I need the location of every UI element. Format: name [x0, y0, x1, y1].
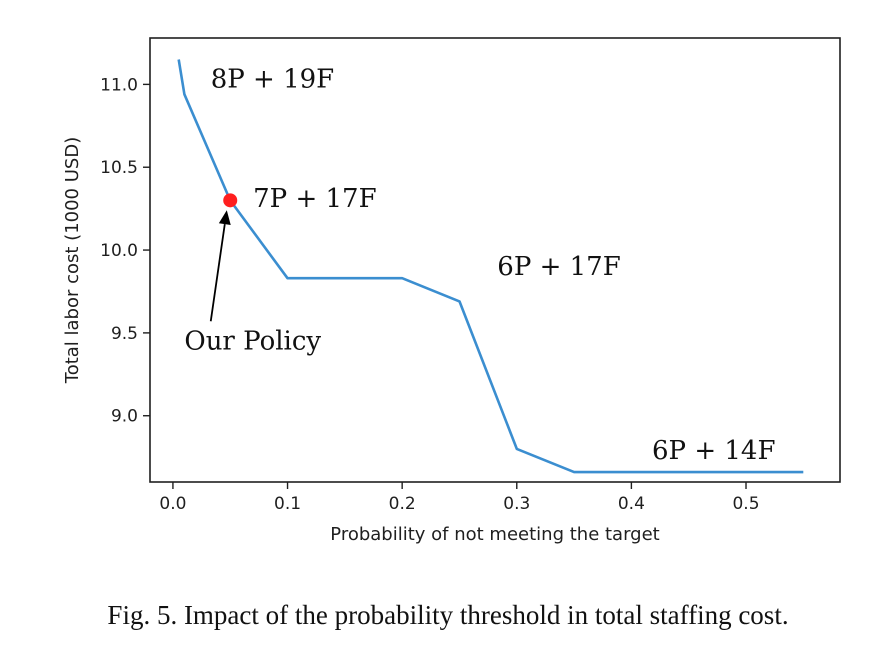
- x-tick-label: 0.1: [274, 494, 301, 514]
- annotation-label: 6P + 14F: [652, 436, 775, 466]
- x-axis-label: Probability of not meeting the target: [330, 524, 659, 545]
- annotation-label: Our Policy: [184, 326, 321, 356]
- y-tick-label: 9.0: [111, 407, 138, 427]
- figure-caption: Fig. 5. Impact of the probability thresh…: [107, 600, 789, 630]
- y-tick-label: 10.0: [100, 241, 138, 261]
- y-axis-ticks: 9.0 9.5 10.0 10.5 11.0: [100, 75, 150, 427]
- arrow-head: [218, 210, 231, 226]
- plot-frame: [149, 37, 841, 483]
- x-tick-label: 0.5: [732, 494, 759, 514]
- arrow-shaft: [209, 224, 226, 322]
- y-tick-label: 11.0: [100, 75, 138, 95]
- annotation-label: 8P + 19F: [211, 65, 334, 95]
- x-tick-label: 0.0: [159, 494, 186, 514]
- x-axis-ticks: 0.0 0.1 0.2 0.3 0.4 0.5: [159, 482, 760, 514]
- x-tick-label: 0.4: [618, 494, 645, 514]
- x-tick-label: 0.3: [503, 494, 530, 514]
- y-tick-label: 10.5: [100, 158, 138, 178]
- y-axis-label: Total labor cost (1000 USD): [62, 137, 83, 384]
- annotation-label: 6P + 17F: [497, 252, 620, 282]
- y-tick-label: 9.5: [111, 324, 138, 344]
- policy-arrow: [209, 210, 231, 322]
- annotations: 8P + 19F 7P + 17F 6P + 17F Our Policy 6P + 1…: [184, 65, 775, 466]
- policy-point-marker: [223, 193, 238, 208]
- x-tick-label: 0.2: [389, 494, 416, 514]
- series-line: [177, 59, 804, 474]
- annotation-label: 7P + 17F: [253, 184, 376, 214]
